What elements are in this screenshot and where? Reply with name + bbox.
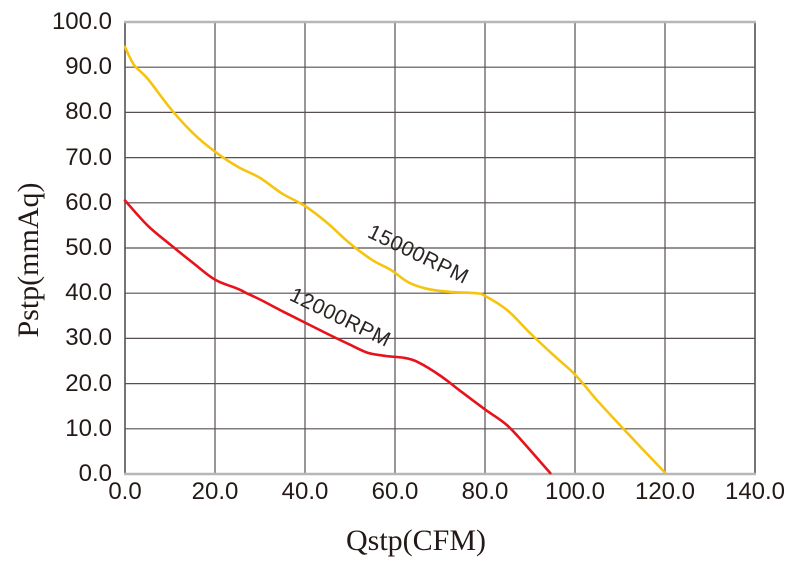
plot-area	[123, 20, 756, 476]
y-tick-label: 50.0	[65, 234, 112, 261]
x-tick-label: 100.0	[544, 478, 606, 505]
x-tick-label: 140.0	[724, 478, 786, 505]
x-tick-label: 40.0	[281, 478, 329, 505]
y-tick-label: 20.0	[65, 369, 112, 397]
x-tick-label: 80.0	[461, 478, 509, 505]
curve-12000rpm	[123, 199, 552, 475]
y-tick-label: 70.0	[65, 143, 112, 171]
y-tick-label: 80.0	[65, 98, 112, 126]
x-tick-label: 60.0	[371, 478, 419, 505]
y-tick-label: 10.0	[65, 414, 112, 442]
y-tick-label: 0.0	[78, 460, 112, 487]
y-tick-label: 90.0	[65, 53, 112, 81]
x-axis-title: Qstp(CFM)	[345, 524, 487, 557]
y-tick-label: 60.0	[65, 188, 112, 216]
x-tick-label: 0.0	[108, 478, 142, 505]
y-tick-label: 30.0	[65, 324, 112, 352]
y-tick-label: 100.0	[51, 8, 112, 35]
y-tick-label: 40.0	[65, 279, 112, 307]
curve-15000rpm	[123, 45, 667, 474]
x-tick-label: 120.0	[634, 478, 696, 505]
x-tick-label: 20.0	[191, 478, 239, 505]
